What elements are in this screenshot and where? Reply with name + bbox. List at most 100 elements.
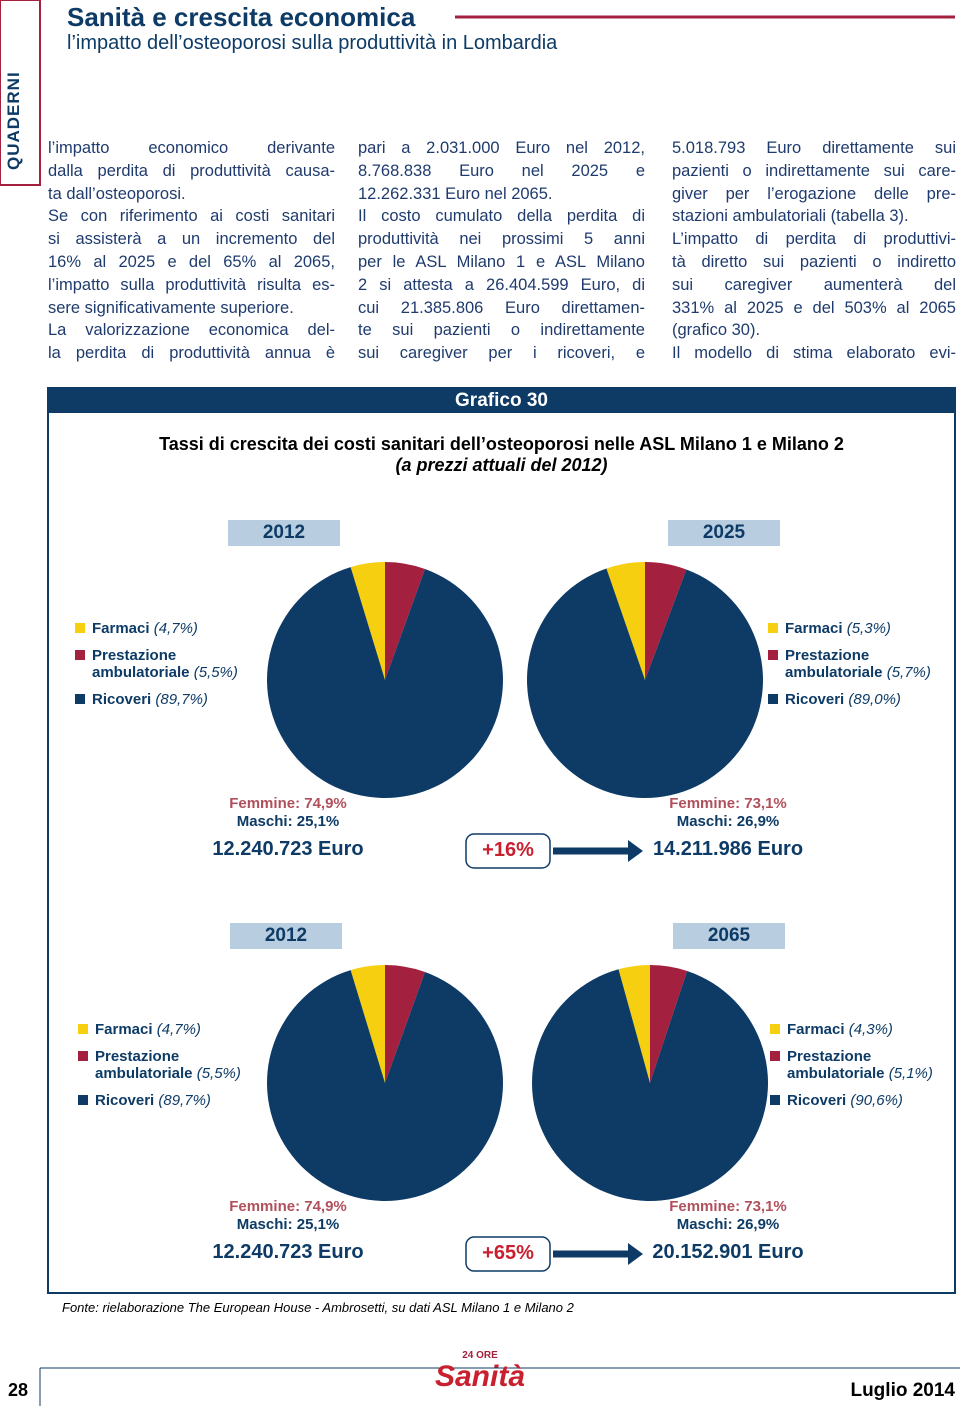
legend-swatch — [78, 1024, 88, 1034]
legend-value: (5,5%) — [193, 664, 238, 681]
section-label: QUADERNI — [4, 71, 23, 170]
legend-value: (5,7%) — [886, 664, 931, 681]
text-line: dalla perdita di produttività causa- — [48, 161, 335, 180]
pie-slice — [527, 568, 763, 798]
legend-item: Ricoveri (89,7%) — [78, 1092, 280, 1109]
legend-label: Farmaci — [95, 1021, 153, 1038]
legend-swatch — [78, 1051, 88, 1061]
text-line: giver per l’erogazione delle pre- — [672, 184, 956, 203]
text-line: sui caregiver aumenterà del — [672, 275, 956, 294]
legend-swatch — [75, 623, 85, 633]
text-line: cui 21.385.806 Euro direttamen- — [358, 298, 645, 317]
text-line: La valorizzazione economica del- — [48, 321, 335, 340]
legend-item: Farmaci (5,3%) — [768, 620, 960, 637]
legend-value: (5,3%) — [846, 620, 891, 637]
legend-label: Ricoveri — [787, 1092, 847, 1109]
legend-swatch — [768, 623, 778, 633]
growth-rate: +65% — [482, 1242, 534, 1264]
text-line: 12.262.331 Euro nel 2065. — [358, 184, 553, 203]
legend-value: (5,1%) — [888, 1065, 933, 1082]
maschi-share: Maschi: 25,1% — [236, 813, 340, 830]
legend-swatch — [770, 1024, 780, 1034]
legend-label: Farmaci — [787, 1021, 845, 1038]
figure-header-band — [48, 388, 955, 413]
femmine-share: Femmine: 74,9% — [229, 795, 347, 812]
section-band — [0, 0, 41, 186]
pie-slice — [606, 562, 645, 680]
figure-label: Grafico 30 — [455, 390, 548, 411]
text-line: te sui pazienti o indirettamente — [358, 321, 645, 340]
legend-swatch — [768, 650, 778, 660]
text-line: 2 si attesta a 26.404.599 Euro, di — [358, 275, 645, 294]
figure-source: Fonte: rielaborazione The European House… — [62, 1300, 574, 1315]
cost-total: 20.152.901 Euro — [652, 1241, 804, 1263]
pie-slice — [650, 965, 688, 1083]
text-line: 331% al 2025 e del 503% al 2065 — [672, 298, 956, 317]
page-title: Sanità e crescita economica — [67, 2, 416, 32]
maschi-share: Maschi: 25,1% — [236, 1216, 340, 1233]
legend-label: Ricoveri — [785, 691, 845, 708]
legend-item: Prestazione ambulatoriale (5,5%) — [75, 647, 277, 681]
legend-item: Farmaci (4,7%) — [75, 620, 277, 637]
logo-top: 24 ORE — [462, 1350, 498, 1361]
text-line: tà diretto sui pazienti o indiretto — [672, 252, 956, 271]
text-column: 5.018.793 Euro direttamente sui pazienti … — [672, 137, 956, 365]
figure-subtitle: (a prezzi attuali del 2012) — [395, 455, 608, 475]
femmine-share: Femmine: 73,1% — [669, 795, 787, 812]
legend-label: Farmaci — [785, 620, 843, 637]
text-line: l’impatto sulla produttività risulta es- — [48, 275, 335, 294]
text-column: l’impatto economico derivante dalla perdi… — [48, 137, 335, 365]
pie-slice — [267, 970, 504, 1201]
text-line: Il costo cumulato della perdita di — [358, 207, 645, 226]
paragraph: 5.018.793 Euro direttamente sui pazienti … — [672, 137, 956, 228]
maschi-share: Maschi: 26,9% — [676, 1216, 780, 1233]
paragraph: l’impatto economico derivante dalla perdi… — [48, 137, 335, 205]
cost-total: 12.240.723 Euro — [212, 838, 364, 860]
legend-item: Farmaci (4,7%) — [78, 1021, 280, 1038]
growth-arrow-head — [628, 840, 643, 862]
legend-label: Farmaci — [92, 620, 150, 637]
text-line: stazioni ambulatoriali (tabella 3). — [672, 207, 909, 226]
legend-label: Prestazione ambulatoriale — [92, 647, 190, 681]
pie-title: 2025 — [668, 520, 780, 546]
legend-value: (89,0%) — [848, 691, 901, 708]
legend-item: Prestazione ambulatoriale (5,5%) — [78, 1048, 280, 1082]
paragraph: L’impatto di perdita di produttivi-tà di… — [672, 228, 956, 342]
legend-swatch — [770, 1051, 780, 1061]
text-line: Se con riferimento ai costi sanitari — [48, 207, 335, 226]
growth-box — [465, 833, 551, 869]
legend-value: (4,3%) — [848, 1021, 893, 1038]
text-line: Il modello di stima elaborato evi- — [672, 344, 956, 363]
text-line: sere significativamente superiore. — [48, 298, 294, 317]
logo: Sanità — [434, 1360, 526, 1393]
legend-value: (4,7%) — [153, 620, 198, 637]
text-line: sui caregiver per i ricoveri, e — [358, 344, 645, 363]
legend-label: Ricoveri — [95, 1092, 155, 1109]
text-line: pari a 2.031.000 Euro nel 2012, — [358, 139, 645, 157]
text-line: ta dall’osteoporosi. — [48, 184, 186, 203]
legend-label: Prestazione ambulatoriale — [787, 1048, 885, 1082]
pie-slice — [350, 965, 385, 1083]
legend-swatch — [768, 694, 778, 704]
text-line: 5.018.793 Euro direttamente sui — [672, 139, 956, 157]
text-line: la perdita di produttività annua è — [48, 344, 335, 363]
pie-title: 2012 — [230, 923, 342, 949]
text-line: pazienti o indirettamente sui care- — [672, 161, 956, 180]
legend-item: Ricoveri (89,0%) — [768, 691, 960, 708]
text-line: per le ASL Milano 1 e ASL Milano — [358, 252, 645, 271]
femmine-share: Femmine: 73,1% — [669, 1198, 787, 1215]
paragraph: La valorizzazione economica del-la perdi… — [48, 319, 335, 365]
issue-date: Luglio 2014 — [850, 1380, 955, 1401]
legend-item: Ricoveri (90,6%) — [770, 1092, 960, 1109]
legend-value: (4,7%) — [156, 1021, 201, 1038]
page-subtitle: l’impatto dell’osteoporosi sulla produtt… — [67, 32, 558, 54]
pie-title: 2012 — [228, 520, 340, 546]
legend-value: (89,7%) — [158, 1092, 211, 1109]
maschi-share: Maschi: 26,9% — [676, 813, 780, 830]
text-line: l’impatto economico derivante — [48, 139, 335, 157]
pie-slice — [385, 562, 426, 680]
pie-slice — [618, 965, 650, 1083]
text-line: si assisterà a un incremento del — [48, 230, 335, 249]
legend-item: Prestazione ambulatoriale (5,1%) — [770, 1048, 960, 1082]
